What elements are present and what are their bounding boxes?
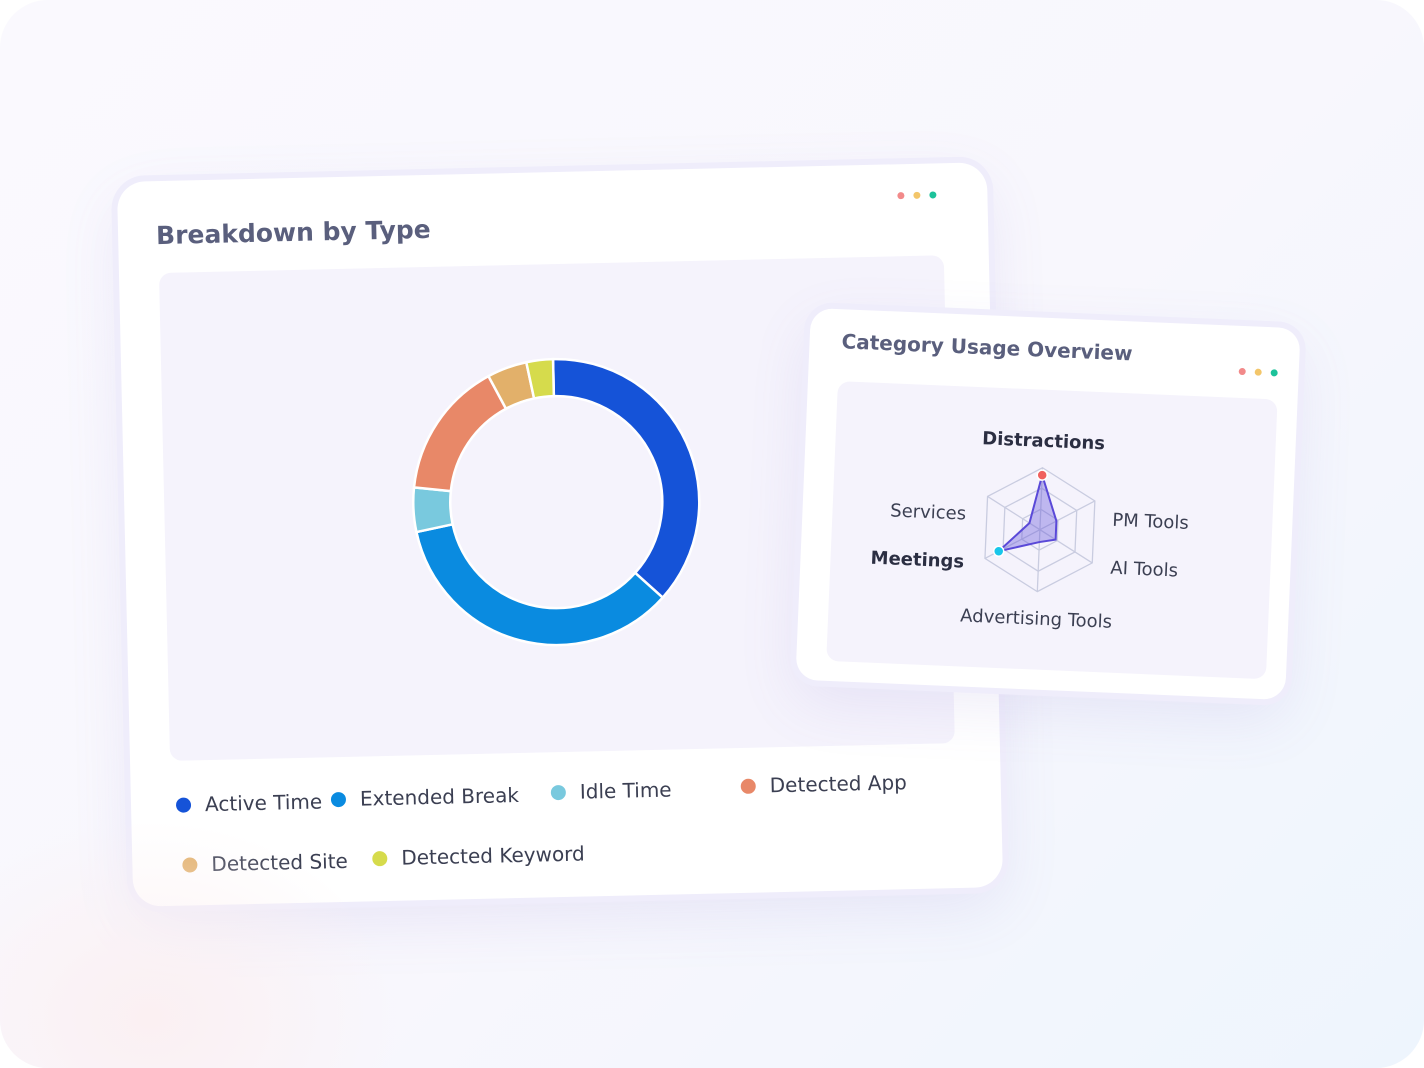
spoke bbox=[1039, 500, 1096, 531]
radar-chart: Distractions PM Tools AI Tools Advertising … bbox=[870, 428, 1189, 633]
axis-label: Services bbox=[890, 500, 967, 524]
radar-area bbox=[995, 471, 1058, 554]
legend-item: Detected App bbox=[740, 770, 907, 798]
legend-label: Detected App bbox=[769, 770, 908, 798]
radar-card: Category Usage Overview Distractions PM T… bbox=[795, 307, 1301, 701]
legend-label: Idle Time bbox=[579, 777, 672, 804]
radar-marker bbox=[992, 545, 1005, 557]
axis-label: PM Tools bbox=[1112, 510, 1189, 534]
legend-swatch bbox=[550, 784, 567, 800]
donut-segment bbox=[412, 374, 508, 493]
legend-swatch bbox=[330, 791, 347, 807]
donut-chart bbox=[412, 357, 701, 647]
spoke bbox=[1039, 529, 1093, 564]
legend-item: Active Time bbox=[175, 789, 323, 817]
spoke bbox=[987, 495, 1041, 531]
legend-item: Detected Site bbox=[182, 849, 348, 877]
donut-segment bbox=[551, 357, 701, 600]
legend-label: Extended Break bbox=[359, 783, 520, 811]
radar-marker bbox=[1036, 469, 1048, 481]
legend-label: Active Time bbox=[204, 789, 323, 817]
donut-card: Breakdown by Type Active Time Extended Br… bbox=[116, 162, 1004, 907]
legend-swatch bbox=[175, 796, 192, 813]
axis-label: Meetings bbox=[870, 548, 964, 573]
axis-label: AI Tools bbox=[1110, 558, 1179, 582]
legend-swatch bbox=[372, 850, 388, 866]
legend-item: Detected Keyword bbox=[372, 842, 585, 871]
legend-label: Detected Keyword bbox=[401, 841, 585, 870]
legend-swatch bbox=[182, 856, 198, 873]
legend-label: Detected Site bbox=[211, 848, 349, 876]
legend-swatch bbox=[740, 778, 756, 794]
axis-label: Advertising Tools bbox=[960, 605, 1113, 632]
legend-item: Idle Time bbox=[550, 777, 672, 805]
axis-label: Distractions bbox=[982, 428, 1106, 454]
donut-segment bbox=[524, 357, 556, 400]
spoke bbox=[1036, 529, 1041, 592]
donut-segment bbox=[414, 522, 665, 647]
legend-item: Extended Break bbox=[330, 783, 520, 811]
donut-segment bbox=[412, 486, 455, 534]
